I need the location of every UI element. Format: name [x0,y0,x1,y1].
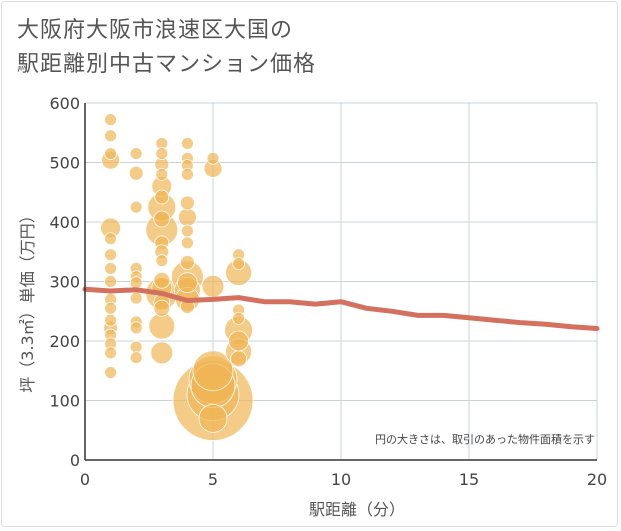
data-point [129,351,143,365]
x-tick-label: 20 [587,470,607,489]
data-point [155,147,169,160]
data-point [104,346,117,360]
data-point [104,275,117,288]
data-point [104,113,117,127]
data-point [153,271,171,289]
y-tick-label: 300 [49,273,80,292]
data-point [180,167,194,181]
x-tick-label: 5 [208,470,218,489]
data-point [232,311,246,325]
x-tick-label: 0 [80,470,90,489]
chart-title-line1: 大阪府大阪市浪速区大国の [17,18,294,43]
data-point [180,236,194,250]
axes [84,103,597,461]
y-axis-title: 坪（3.3㎡）単価（万円） [18,207,37,392]
data-point [150,341,174,365]
data-point [104,147,117,160]
data-point [198,403,228,433]
data-point [206,151,220,165]
data-point [129,291,143,305]
chart-title: 大阪府大阪市浪速区大国の 駅距離別中古マンション価格 [17,14,316,82]
x-tick-label: 15 [459,470,479,489]
data-point [177,207,197,227]
y-tick-label: 200 [49,332,80,351]
data-point [104,129,117,143]
data-point [180,224,194,238]
data-point [148,312,176,340]
data-point [176,272,198,294]
data-point [104,366,117,379]
data-point [155,254,169,268]
data-point [153,210,171,228]
y-tick-label: 600 [49,94,80,113]
y-tick-label: 0 [70,451,80,470]
data-point [232,257,246,271]
data-point [179,255,195,270]
trend-line-group [82,286,600,331]
data-point [129,276,143,290]
bubble-size-note: 円の大きさは、取引のあった物件面積を示す [375,432,595,446]
data-point [104,262,117,275]
data-point [180,137,194,150]
data-point [129,340,143,354]
data-point [104,248,117,262]
data-point [129,321,143,335]
data-point [128,165,144,181]
data-point [179,195,195,211]
data-point [129,200,143,214]
data-point [230,350,248,368]
trend-line [82,286,600,331]
y-tick-label: 500 [49,154,80,173]
data-point [104,232,117,246]
data-point [228,330,250,352]
data-point [129,147,143,160]
data-points [100,113,254,441]
data-point [201,274,225,298]
data-point [104,301,117,315]
data-point [153,299,171,317]
y-tick-label: 400 [49,213,80,232]
x-axis-title: 駅距離（分） [309,500,405,519]
data-point [104,313,117,327]
chart-title-line2: 駅距離別中古マンション価格 [17,52,317,77]
data-point [155,167,169,181]
tick-labels: 0 100 200 300 400 500 600 0 5 10 15 20 [49,94,607,489]
data-point [192,350,234,392]
x-tick-label: 10 [331,470,351,489]
y-tick-label: 100 [49,392,80,411]
data-point [154,189,170,205]
